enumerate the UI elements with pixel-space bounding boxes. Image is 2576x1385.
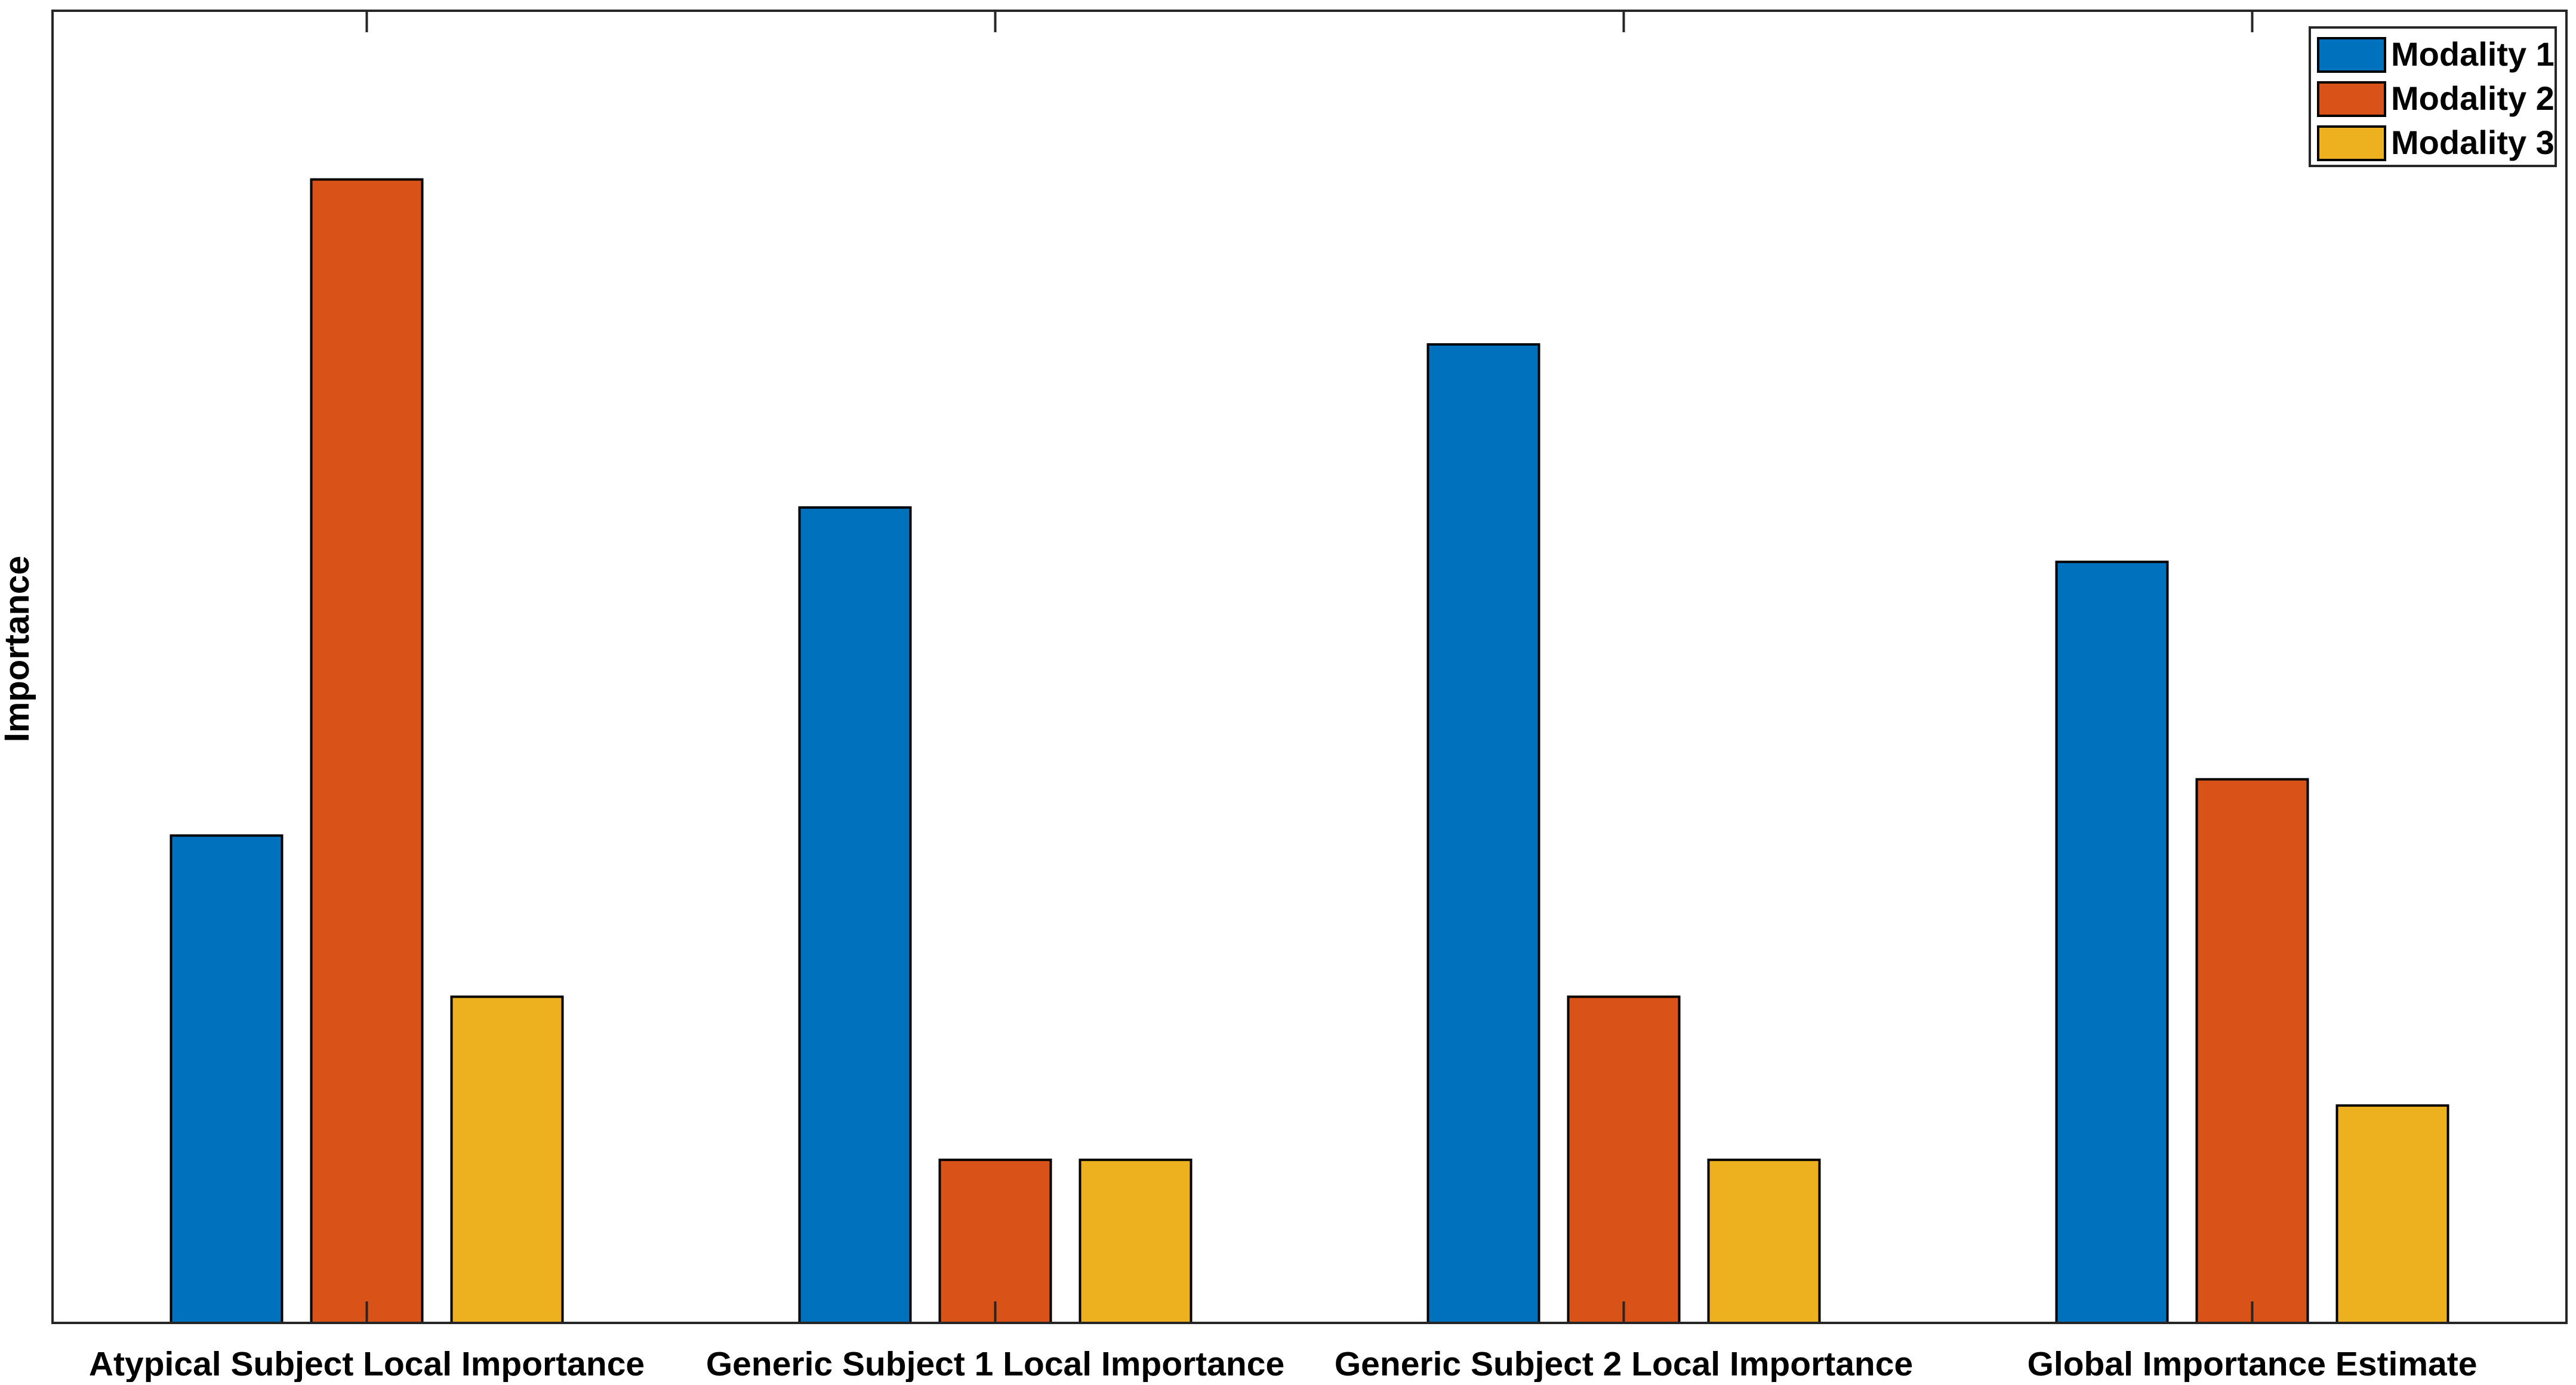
bars-layer: [170, 178, 2449, 1325]
bar-2-category-3: [1567, 995, 1681, 1324]
x-tick-label: Atypical Subject Local Importance: [89, 1345, 645, 1382]
bar-1-category-2: [798, 506, 912, 1324]
bar-2-category-2: [938, 1158, 1052, 1325]
legend-label: Modality 2: [2391, 79, 2555, 117]
x-tick-label: Global Importance Estimate: [2027, 1345, 2478, 1382]
bar-1-category-1: [170, 834, 284, 1324]
bar-1-category-4: [2055, 561, 2169, 1325]
x-tick-label: Generic Subject 2 Local Importance: [1335, 1345, 1913, 1382]
bar-1-category-3: [1426, 343, 1540, 1324]
x-tick-labels: Atypical Subject Local Importance Generic…: [89, 1345, 2478, 1383]
y-axis-label: Importance: [0, 556, 36, 743]
legend-swatch: [2317, 37, 2386, 73]
legend-swatch: [2317, 81, 2386, 117]
ticks-layer: [365, 11, 2254, 1323]
x-tick-label: Generic Subject 1 Local Importance: [706, 1345, 1284, 1382]
legend-label: Modality 3: [2391, 124, 2555, 161]
bar-2-category-1: [310, 178, 424, 1325]
legend-label: Modality 1: [2391, 35, 2555, 73]
bar-3-category-4: [2335, 1104, 2449, 1325]
legend: Modality 1 Modality 2 Modality 3: [2309, 26, 2557, 167]
plot-frame: [51, 10, 2568, 1324]
bar-3-category-2: [1079, 1158, 1193, 1325]
bar-2-category-4: [2195, 778, 2309, 1324]
bar-3-category-3: [1707, 1158, 1821, 1325]
bar-3-category-1: [450, 995, 564, 1324]
legend-swatch: [2317, 125, 2386, 161]
